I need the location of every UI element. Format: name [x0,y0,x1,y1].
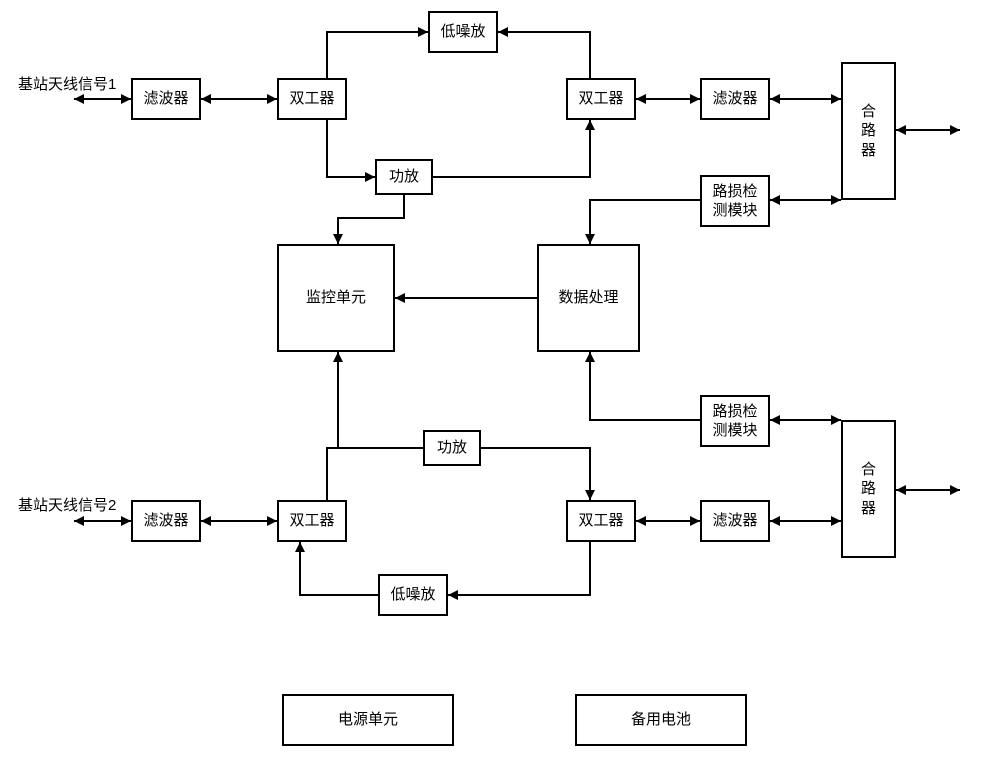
filter-1b: 滤波器 [700,78,770,120]
signal-1-label: 基站天线信号1 [18,73,116,94]
data-processing: 数据处理 [537,244,640,352]
block-diagram: 基站天线信号1 基站天线信号2 滤波器 双工器 低噪放 功放 双工器 滤波器 合… [0,0,1000,771]
lna-2: 低噪放 [378,574,448,616]
combiner-2: 合 路 器 [841,420,896,558]
backup-battery: 备用电池 [575,694,747,746]
power-unit: 电源单元 [282,694,454,746]
path-loss-2: 路损检 测模块 [700,395,770,447]
duplexer-2b: 双工器 [566,500,636,542]
duplexer-1b: 双工器 [566,78,636,120]
duplexer-2a: 双工器 [277,500,347,542]
pa-2: 功放 [423,430,481,466]
combiner-1: 合 路 器 [841,62,896,200]
path-loss-1: 路损检 测模块 [700,175,770,227]
signal-2-label: 基站天线信号2 [18,494,116,515]
duplexer-1a: 双工器 [277,78,347,120]
filter-2b: 滤波器 [700,500,770,542]
lna-1: 低噪放 [428,11,498,53]
filter-2a: 滤波器 [131,500,201,542]
monitor-unit: 监控单元 [277,244,395,352]
filter-1a: 滤波器 [131,78,201,120]
pa-1: 功放 [375,159,433,195]
